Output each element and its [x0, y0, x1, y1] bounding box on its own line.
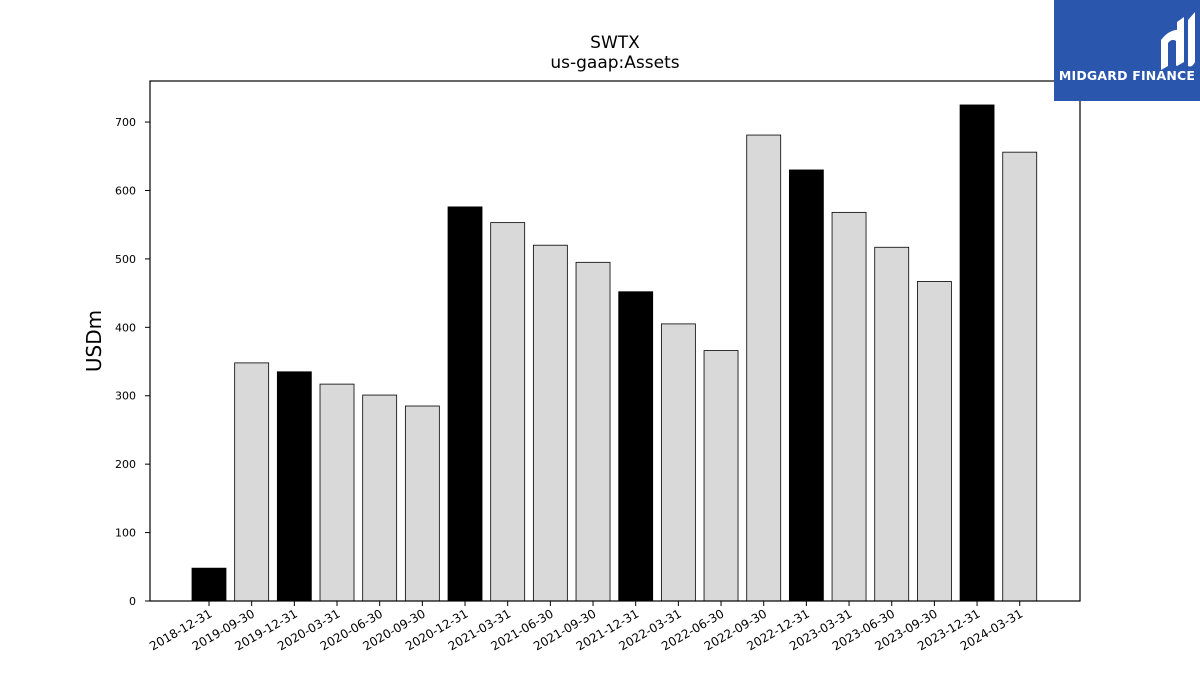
bar-2023-09-30 [916, 281, 952, 602]
bar-2023-06-30 [874, 246, 910, 602]
plot-frame [149, 80, 1081, 602]
chart-subtitle: us-gaap:Assets [550, 53, 679, 73]
bar-2023-03-31 [831, 211, 867, 602]
bar-2022-12-31 [788, 169, 824, 602]
y-tick-label: 0 [129, 595, 136, 608]
bar-2024-03-31 [1002, 151, 1038, 602]
y-tick-label: 400 [115, 321, 136, 334]
x-axis-ticks: 2018-12-312019-09-302019-12-312020-03-31… [147, 601, 1025, 653]
bar-2020-09-30 [404, 405, 440, 602]
logo-text: MIDGARD FINANCE [1058, 68, 1196, 83]
bar-2023-12-31 [959, 104, 995, 602]
bar-2018-12-31 [191, 567, 227, 602]
y-tick-label: 300 [115, 390, 136, 403]
bars-group [191, 104, 1038, 602]
bar-2019-09-30 [234, 362, 270, 602]
bar-2022-03-31 [660, 323, 696, 602]
chart-title: SWTX [590, 33, 640, 53]
midgard-finance-logo: MIDGARD FINANCE [1054, 0, 1200, 101]
bar-2021-06-30 [532, 244, 568, 602]
midgard-logo-icon [1161, 12, 1195, 70]
bar-2021-03-31 [490, 222, 526, 602]
bar-2020-03-31 [319, 383, 355, 602]
bar-2020-12-31 [447, 206, 483, 602]
y-tick-label: 200 [115, 458, 136, 471]
bar-2019-12-31 [276, 371, 312, 602]
bar-2021-12-31 [618, 291, 654, 602]
y-axis-ticks: 0 100 200 300 400 500 600 700 [115, 116, 150, 608]
y-tick-label: 500 [115, 253, 136, 266]
y-tick-label: 100 [115, 527, 136, 540]
y-axis-label: USDm [82, 310, 106, 372]
bar-2022-06-30 [703, 350, 739, 602]
y-tick-label: 700 [115, 116, 136, 129]
y-tick-label: 600 [115, 184, 136, 197]
bar-2022-09-30 [746, 134, 782, 602]
bar-2020-06-30 [362, 394, 398, 602]
bar-2021-09-30 [575, 261, 611, 602]
